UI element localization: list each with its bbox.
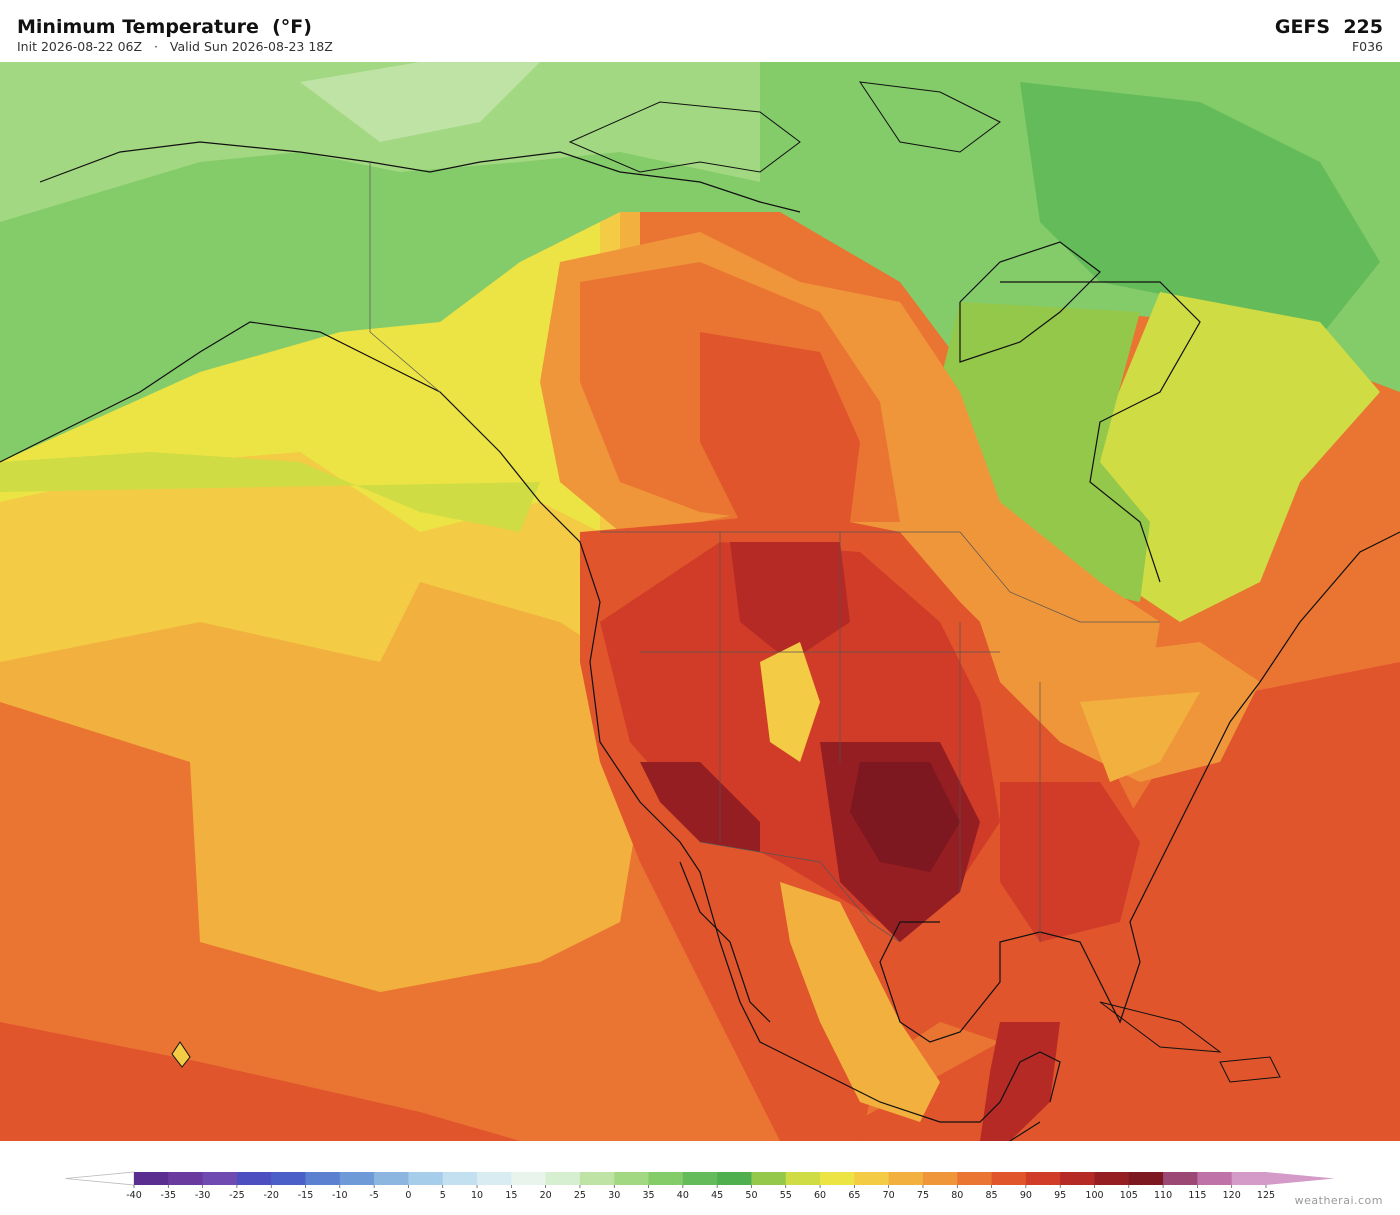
colorbar-tick-label: 45	[711, 1190, 723, 1200]
colorbar-tick-label: 120	[1223, 1190, 1241, 1200]
colorbar-segment	[751, 1172, 787, 1185]
credit: weatherai.com	[1294, 1194, 1383, 1207]
coastline	[679, 861, 771, 1023]
colorbar-segment	[682, 1172, 718, 1185]
colorbar-segment	[236, 1172, 272, 1185]
coastline	[1099, 1001, 1281, 1083]
colorbar-segment	[374, 1172, 409, 1185]
colorbar-tick-label: -40	[126, 1190, 142, 1200]
field	[300, 62, 540, 142]
colorbar-tick-label: 25	[574, 1190, 586, 1200]
valid-time: Valid Sun 2026-08-23 18Z	[169, 39, 333, 54]
colorbar-segment	[1060, 1172, 1095, 1185]
colorbar-tick-label: 35	[642, 1190, 654, 1200]
colorbar-tick-label: 105	[1120, 1190, 1138, 1200]
field	[640, 762, 760, 852]
colorbar-tick-label: 115	[1188, 1190, 1206, 1200]
coastline	[0, 321, 1061, 1141]
run-info: Init 2026-08-22 06Z · Valid Sun 2026-08-…	[17, 39, 333, 54]
borders	[369, 162, 1160, 943]
colorbar-tick-label: -35	[161, 1190, 177, 1200]
colorbar-tick-label: 50	[745, 1190, 757, 1200]
colorbar-tick-label: 40	[677, 1190, 689, 1200]
init-time: Init 2026-08-22 06Z	[17, 39, 143, 54]
colorbar-segment	[922, 1172, 958, 1185]
colorbar-tick-label: 65	[848, 1190, 860, 1200]
colorbar-tick-label: 30	[608, 1190, 620, 1200]
colorbar-segment	[991, 1172, 1027, 1185]
colorbar-tick-label: 10	[471, 1190, 483, 1200]
colorbar-segment	[1025, 1172, 1061, 1185]
colorbar-tick-label: 90	[1020, 1190, 1032, 1200]
colorbar-segment	[1094, 1172, 1130, 1185]
temperature-map	[0, 62, 1400, 1141]
colorbar-segment	[408, 1172, 444, 1185]
colorbar-segment	[202, 1172, 238, 1185]
map-title: Minimum Temperature (°F)	[17, 16, 312, 38]
colorbar-tick-label: 15	[505, 1190, 517, 1200]
field	[780, 882, 940, 1122]
field	[1090, 292, 1380, 622]
colorbar-tick-label: 125	[1257, 1190, 1275, 1200]
field	[700, 332, 860, 522]
colorbar-tick-label: 80	[951, 1190, 963, 1200]
colorbar-tick-label: -5	[369, 1190, 378, 1200]
colorbar-tick-label: 55	[780, 1190, 792, 1200]
coastline	[39, 141, 1201, 583]
colorbar-tick-label: 20	[540, 1190, 552, 1200]
colorbar-tick-label: -25	[229, 1190, 245, 1200]
colorbar-tick-label: -30	[195, 1190, 211, 1200]
field	[730, 542, 850, 662]
colorbar-segment	[957, 1172, 993, 1185]
colorbar-segment	[820, 1172, 855, 1185]
field	[850, 762, 960, 872]
colorbar-segment	[1128, 1172, 1164, 1185]
colorbar-tick-label: -10	[332, 1190, 348, 1200]
colorbar-segment	[511, 1172, 547, 1185]
model-name: GEFS 225	[1274, 16, 1383, 38]
field	[760, 642, 820, 762]
colorbar-segment	[579, 1172, 615, 1185]
colorbar-segment	[648, 1172, 684, 1185]
colorbar-end	[65, 1171, 135, 1186]
colorbar-segment	[477, 1172, 512, 1185]
colorbar-segment	[717, 1172, 752, 1185]
colorbar-segment	[134, 1172, 169, 1185]
field	[1000, 782, 1140, 942]
colorbar-tick-label: 75	[917, 1190, 929, 1200]
colorbar-tick-label: 95	[1054, 1190, 1066, 1200]
coastline	[568, 81, 1001, 173]
colorbar-segment	[1231, 1172, 1267, 1185]
colorbar-segment	[168, 1172, 204, 1185]
colorbar-tick-label: 0	[405, 1190, 411, 1200]
colorbar-segment	[305, 1172, 341, 1185]
colorbar-tick-label: 70	[883, 1190, 895, 1200]
colorbar-segment	[339, 1172, 375, 1185]
colorbar-segment	[785, 1172, 821, 1185]
island	[171, 1041, 191, 1068]
field	[1020, 82, 1380, 362]
colorbar-segment	[614, 1172, 650, 1185]
field	[0, 452, 540, 532]
coastline	[879, 531, 1400, 1043]
colorbar-segment	[1163, 1172, 1198, 1185]
colorbar: -40 -35 -30 -25 -20 -15 -10 -5 0 5 10 15 20 25 30 35 40 4…	[65, 1171, 1335, 1200]
colorbar-segment	[1197, 1172, 1233, 1185]
colorbar-segment	[545, 1172, 581, 1185]
colorbar-segment	[271, 1172, 307, 1185]
colorbar-segment	[442, 1172, 478, 1185]
forecast-hour: F036	[1351, 39, 1383, 54]
colorbar-tick-label: 5	[440, 1190, 446, 1200]
colorbar-tick-label: 60	[814, 1190, 826, 1200]
colorbar-tick-label: -20	[263, 1190, 279, 1200]
colorbar-tick-label: 110	[1154, 1190, 1172, 1200]
colorbar-segment	[888, 1172, 924, 1185]
colorbar-tick-label: 85	[986, 1190, 998, 1200]
colorbar-segment	[854, 1172, 890, 1185]
colorbar-tick-label: -15	[298, 1190, 314, 1200]
colorbar-tick-label: 100	[1085, 1190, 1103, 1200]
field	[1080, 692, 1200, 782]
colorbar-end	[1266, 1172, 1335, 1185]
